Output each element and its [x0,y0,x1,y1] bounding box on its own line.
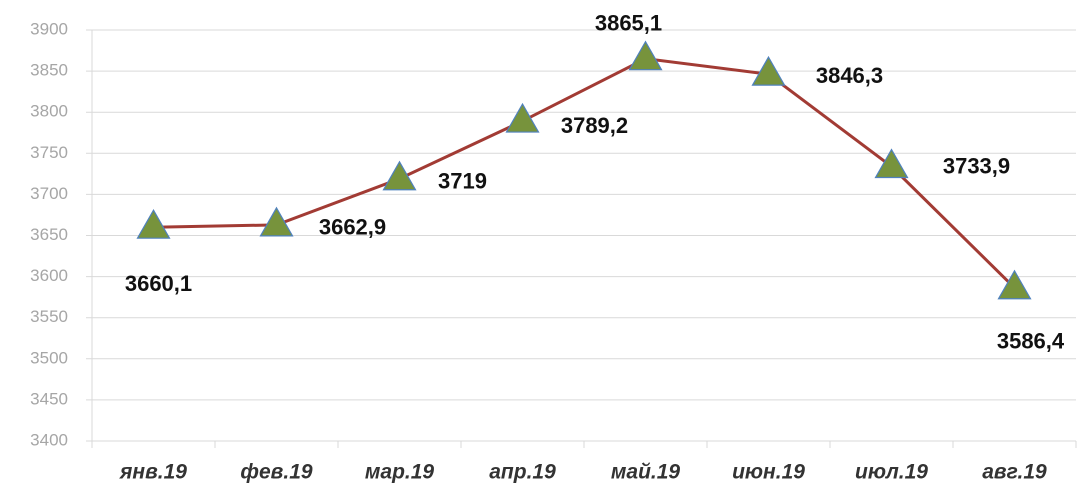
marker [997,269,1032,300]
x-tick-label: июн.19 [732,461,805,484]
data-label: 3733,9 [943,153,1010,178]
data-label: 3789,2 [561,113,628,138]
data-label: 3586,4 [997,329,1065,354]
data-label: 3846,3 [816,63,883,88]
marker [136,208,171,239]
data-label: 3662,9 [319,215,386,240]
data-label: 3719 [438,169,487,194]
y-tick-label: 3850 [30,61,68,80]
y-tick-label: 3750 [30,143,68,162]
marker [259,206,294,237]
y-tick-label: 3600 [30,266,68,285]
y-tick-label: 3550 [30,307,68,326]
marker [505,102,540,133]
x-tick-label: фев.19 [240,461,312,484]
marker [382,160,417,191]
y-tick-label: 3900 [30,19,68,38]
line [153,57,1016,289]
x-tick-label: янв.19 [119,461,187,484]
x-tick-label: июл.19 [855,461,928,484]
y-tick-label: 3700 [30,184,68,203]
x-tick-label: апр.19 [489,461,556,484]
y-tick-label: 3800 [30,102,68,121]
data-label: 3865,1 [595,11,662,36]
marker [874,148,909,179]
x-tick-label: мар.19 [365,461,435,484]
marker [628,40,663,71]
x-tick-label: авг.19 [982,461,1047,484]
y-tick-label: 3650 [30,225,68,244]
data-label: 3660,1 [125,271,192,296]
marker [751,55,786,86]
y-tick-label: 3450 [30,389,68,408]
y-tick-label: 3500 [30,348,68,367]
y-tick-label: 3400 [30,430,68,449]
x-tick-label: май.19 [611,461,681,484]
